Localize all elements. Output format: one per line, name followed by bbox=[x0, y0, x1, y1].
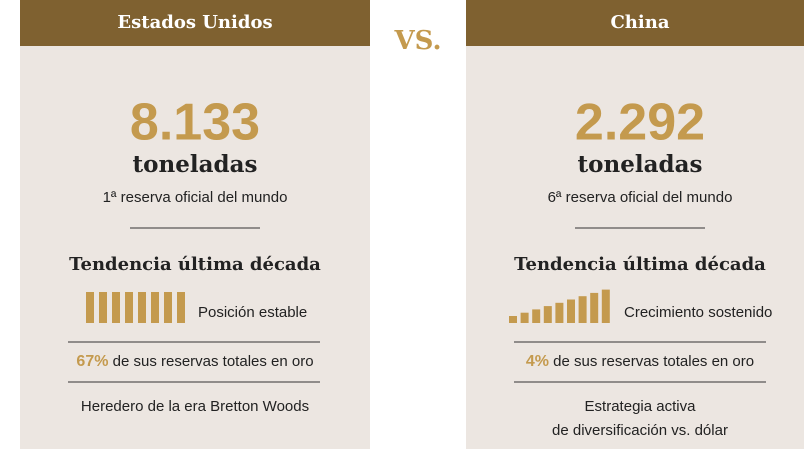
value: 2.292 bbox=[575, 94, 705, 152]
trend-icon-bar bbox=[555, 302, 564, 323]
rank: 1ª reserva oficial del mundo bbox=[103, 189, 288, 206]
note: de diversificación vs. dólar bbox=[552, 422, 728, 439]
share-value: 67% bbox=[76, 353, 108, 370]
trend-title: Tendencia última década bbox=[69, 254, 321, 275]
trend-icon-bar bbox=[567, 299, 575, 323]
trend-icon-bar bbox=[112, 292, 120, 323]
trend-icon-bar bbox=[151, 292, 159, 323]
trend-icon-bar bbox=[86, 292, 94, 323]
unit: toneladas bbox=[133, 151, 258, 178]
trend-icon-bar bbox=[520, 312, 529, 323]
panel bbox=[466, 0, 804, 449]
vs-label: VS. bbox=[393, 26, 441, 56]
panel-header bbox=[20, 0, 370, 46]
trend-icon-bar bbox=[578, 296, 587, 323]
trend-icon-bar bbox=[509, 316, 517, 323]
trend-title: Tendencia última década bbox=[514, 254, 766, 275]
trend-icon-bar bbox=[138, 292, 146, 323]
share-value: 4% bbox=[526, 353, 549, 370]
trend-icon-bar bbox=[99, 292, 107, 323]
header-title: Estados Unidos bbox=[117, 12, 272, 33]
share-text: de sus reservas totales en oro bbox=[553, 353, 754, 370]
trend-icon-bar bbox=[164, 292, 172, 323]
panel-header bbox=[466, 0, 804, 46]
value: 8.133 bbox=[130, 94, 260, 152]
share-text: de sus reservas totales en oro bbox=[113, 353, 314, 370]
header-title: China bbox=[610, 12, 669, 33]
share: 4% de sus reservas totales en oro bbox=[526, 353, 754, 370]
trend-label: Crecimiento sostenido bbox=[624, 304, 772, 321]
trend-icon-bar bbox=[590, 292, 599, 323]
share: 67% de sus reservas totales en oro bbox=[76, 353, 313, 370]
unit: toneladas bbox=[578, 151, 703, 178]
note: Heredero de la era Bretton Woods bbox=[81, 398, 309, 415]
trend-icon-bar bbox=[125, 292, 133, 323]
trend-icon-bar bbox=[532, 309, 541, 323]
rank: 6ª reserva oficial del mundo bbox=[548, 189, 733, 206]
note: Estrategia activa bbox=[585, 398, 697, 415]
trend-icon-bar bbox=[543, 306, 552, 323]
trend-icon-bar bbox=[601, 289, 610, 323]
trend-label: Posición estable bbox=[198, 304, 307, 321]
trend-icon-bar bbox=[177, 292, 185, 323]
panel bbox=[20, 0, 370, 449]
